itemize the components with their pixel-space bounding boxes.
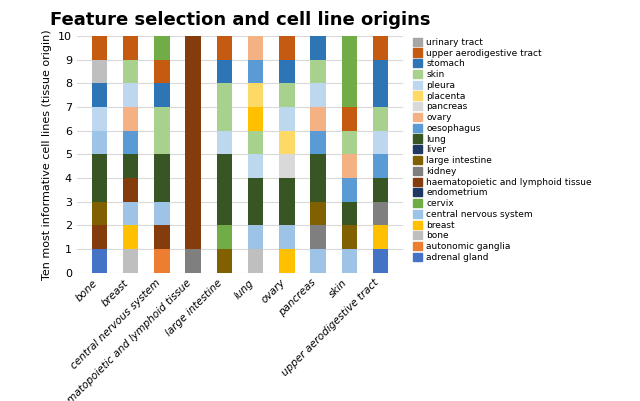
Bar xyxy=(248,107,264,131)
Bar xyxy=(310,225,326,249)
Bar xyxy=(372,154,388,178)
Bar xyxy=(123,154,138,178)
Bar xyxy=(154,60,170,83)
Bar xyxy=(123,107,138,131)
Bar xyxy=(123,131,138,154)
Bar xyxy=(310,249,326,273)
Bar xyxy=(279,225,294,249)
Bar xyxy=(342,178,357,202)
Bar xyxy=(342,202,357,225)
Bar xyxy=(123,83,138,107)
Bar xyxy=(372,107,388,131)
Bar xyxy=(154,202,170,225)
Bar xyxy=(279,36,294,60)
Bar xyxy=(186,249,201,273)
Bar xyxy=(154,225,170,249)
Bar xyxy=(248,60,264,83)
Title: Feature selection and cell line origins: Feature selection and cell line origins xyxy=(50,11,430,29)
Bar xyxy=(123,225,138,249)
Bar xyxy=(216,131,232,154)
Bar xyxy=(154,83,170,107)
Bar xyxy=(154,36,170,60)
Bar xyxy=(92,154,108,202)
Bar xyxy=(248,249,264,273)
Bar xyxy=(372,60,388,107)
Bar xyxy=(154,249,170,273)
Bar xyxy=(186,36,201,249)
Bar xyxy=(372,12,388,36)
Bar xyxy=(279,249,294,273)
Bar xyxy=(123,36,138,60)
Bar xyxy=(123,202,138,225)
Bar xyxy=(248,154,264,178)
Bar xyxy=(123,178,138,202)
Bar xyxy=(216,154,232,225)
Bar xyxy=(279,131,294,154)
Bar xyxy=(310,154,326,202)
Bar xyxy=(310,12,326,36)
Bar xyxy=(248,36,264,60)
Bar xyxy=(310,83,326,107)
Bar xyxy=(342,154,357,178)
Bar xyxy=(310,202,326,225)
Bar xyxy=(279,178,294,225)
Bar xyxy=(372,178,388,202)
Bar xyxy=(310,131,326,154)
Bar xyxy=(216,249,232,273)
Bar xyxy=(279,83,294,107)
Bar xyxy=(92,60,108,83)
Bar xyxy=(123,60,138,83)
Bar xyxy=(342,225,357,249)
Bar xyxy=(216,83,232,131)
Bar xyxy=(92,202,108,225)
Bar xyxy=(342,107,357,131)
Bar xyxy=(216,225,232,249)
Bar xyxy=(92,107,108,131)
Legend: urinary tract, upper aerodigestive tract, stomach, skin, pleura, placenta, pancr: urinary tract, upper aerodigestive tract… xyxy=(411,36,594,264)
Bar xyxy=(372,131,388,154)
Bar xyxy=(248,83,264,107)
Bar xyxy=(123,249,138,273)
Bar xyxy=(92,131,108,154)
Bar xyxy=(92,225,108,249)
Bar xyxy=(248,131,264,154)
Bar xyxy=(279,107,294,131)
Bar xyxy=(216,60,232,83)
Bar xyxy=(310,107,326,131)
Bar xyxy=(310,36,326,60)
Bar xyxy=(279,60,294,83)
Bar xyxy=(248,225,264,249)
Bar xyxy=(372,249,388,273)
Bar xyxy=(342,36,357,107)
Bar xyxy=(279,12,294,36)
Bar xyxy=(154,154,170,202)
Bar xyxy=(248,178,264,225)
Bar xyxy=(279,154,294,178)
Bar xyxy=(154,107,170,154)
Bar xyxy=(372,36,388,60)
Bar xyxy=(372,202,388,225)
Bar xyxy=(342,249,357,273)
Bar xyxy=(92,249,108,273)
Bar xyxy=(310,60,326,83)
Bar xyxy=(372,225,388,249)
Bar xyxy=(92,83,108,107)
Y-axis label: Ten most informative cell lines (tissue origin): Ten most informative cell lines (tissue … xyxy=(42,29,52,280)
Bar xyxy=(342,131,357,154)
Bar xyxy=(92,36,108,60)
Bar xyxy=(216,36,232,60)
